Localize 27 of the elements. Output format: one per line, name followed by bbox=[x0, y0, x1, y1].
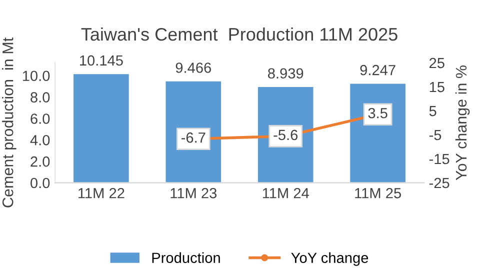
y2-tick-label: -15 bbox=[429, 154, 450, 164]
y2-tick-label: 5 bbox=[429, 106, 436, 116]
x-tick-label: 11M 25 bbox=[355, 188, 401, 198]
data-label: 9.247 bbox=[360, 64, 396, 76]
y-tick-label: 0.0 bbox=[30, 178, 50, 188]
data-label: 10.145 bbox=[80, 55, 123, 66]
bar bbox=[74, 74, 129, 183]
legend-label: Production bbox=[152, 252, 220, 263]
y2-tick-label: 15 bbox=[430, 82, 444, 92]
y2-tick-label: 25 bbox=[430, 58, 444, 68]
x-tick-label: 11M 23 bbox=[170, 188, 217, 198]
y2-axis-title: YoY change in % bbox=[455, 66, 470, 180]
y-tick-label: 8.0 bbox=[30, 92, 50, 102]
chart-title: Taiwan's Cement Production 11M 2025 bbox=[81, 27, 398, 41]
data-label: 8.939 bbox=[268, 68, 304, 79]
y-tick-label: 10.0 bbox=[22, 70, 50, 82]
x-tick-label: 11M 24 bbox=[262, 188, 309, 198]
data-label: 3.5 bbox=[368, 108, 388, 118]
y-axis-title: Cement production in Mt bbox=[2, 38, 16, 208]
y2-tick-label: -5 bbox=[429, 130, 442, 140]
x-tick-label: 11M 22 bbox=[78, 188, 124, 198]
y2-tick-label: -25 bbox=[429, 178, 450, 188]
legend-label: YoY change bbox=[291, 252, 368, 266]
y-tick-label: 6.0 bbox=[30, 114, 50, 124]
data-label: 9.466 bbox=[176, 62, 212, 73]
y-tick-label: 2.0 bbox=[30, 156, 50, 167]
y-tick-label: 4.0 bbox=[30, 135, 50, 146]
